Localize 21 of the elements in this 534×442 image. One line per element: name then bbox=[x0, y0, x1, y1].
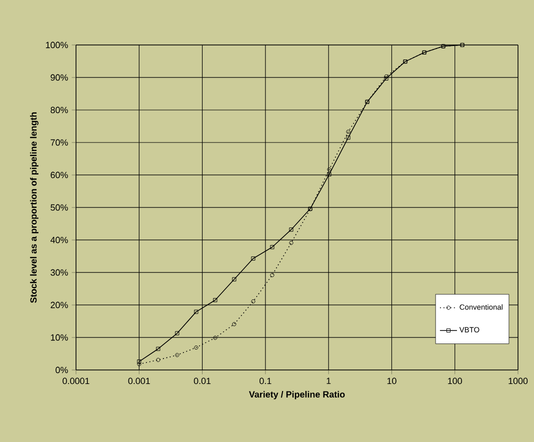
y-tick-label: 0% bbox=[56, 366, 68, 374]
y-tick-label: 10% bbox=[50, 334, 68, 341]
y-tick-label: 50% bbox=[50, 204, 68, 211]
y-tick-label: 30% bbox=[50, 269, 68, 276]
x-tick-label: 1 bbox=[326, 378, 331, 384]
x-tick-label: 0.01 bbox=[194, 378, 211, 384]
y-tick-label: 100% bbox=[46, 42, 68, 48]
x-tick-label: 10 bbox=[387, 378, 396, 384]
y-axis-title: Stock level as a proportion of pipeline length bbox=[30, 112, 38, 303]
y-tick-label: 40% bbox=[50, 236, 68, 244]
x-axis-title: Variety / Pipeline Ratio bbox=[248, 390, 345, 400]
x-tick-label: 0.0001 bbox=[62, 378, 90, 384]
y-tick-label: 70% bbox=[50, 139, 68, 146]
x-tick-label: 100 bbox=[448, 378, 462, 384]
y-tick-label: 20% bbox=[50, 302, 68, 308]
x-tick-label: 0.001 bbox=[128, 378, 150, 384]
y-tick-label: 80% bbox=[50, 106, 68, 114]
x-tick-label: 1000 bbox=[508, 378, 528, 384]
y-tick-label: 90% bbox=[50, 74, 68, 81]
y-tick-label: 60% bbox=[50, 172, 68, 178]
x-tick-label: 0.1 bbox=[260, 378, 272, 384]
